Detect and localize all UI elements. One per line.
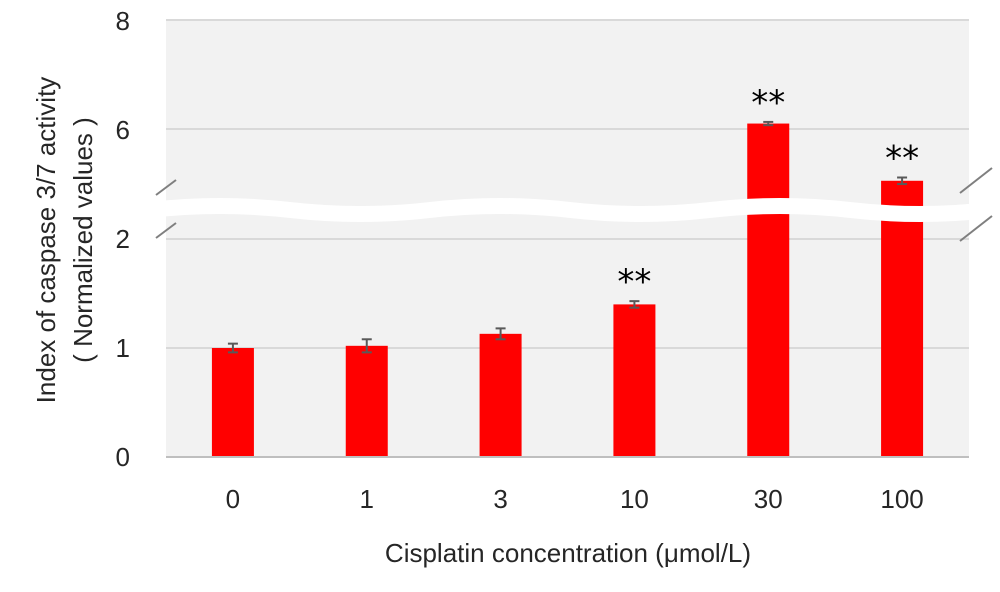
axis-break-band [150,199,990,222]
axis-break-mark-right-bottom [959,215,993,242]
x-tick-label-30: 30 [754,484,783,514]
x-tick-label-0: 0 [226,484,240,514]
axis-break-mark-right-top [959,167,993,194]
x-tick-label-10: 10 [620,484,649,514]
gridlines [166,19,969,349]
bar-0 [211,348,254,457]
plot-area-upper [166,20,969,211]
x-tick-labels: 0 1 3 10 30 100 [226,484,924,514]
y-tick-label-0: 0 [116,442,130,472]
y-tick-label-2: 2 [116,224,130,254]
x-tick-label-100: 100 [880,484,923,514]
significance-labels: ** ** ** [617,83,919,302]
significance-label-10: ** [617,262,651,302]
y-axis-title-line1: Index of caspase 3/7 activity [31,77,61,404]
error-bars [227,120,908,354]
x-tick-label-1: 1 [360,484,374,514]
axis-break-mark-left-top [155,179,177,196]
y-tick-label-6: 6 [116,115,130,145]
bar-100 [881,180,924,457]
bars [211,123,924,458]
x-tick-label-3: 3 [493,484,507,514]
x-axis-title: Cisplatin concentration (μmol/L) [385,538,751,568]
bar-30 [747,123,790,458]
plot-area-lower [166,214,969,457]
axis-break-mark-left-bottom [155,222,177,239]
y-axis-title-line2: ( Normalized values ) [68,117,98,363]
y-tick-label-8: 8 [116,6,130,36]
axis-break-wave-top [149,198,991,208]
significance-label-30: ** [751,83,785,123]
bar-10 [613,304,656,457]
bar-1 [345,345,388,457]
significance-label-100: ** [885,139,919,179]
bar-3 [479,333,522,457]
y-tick-label-1: 1 [116,333,130,363]
